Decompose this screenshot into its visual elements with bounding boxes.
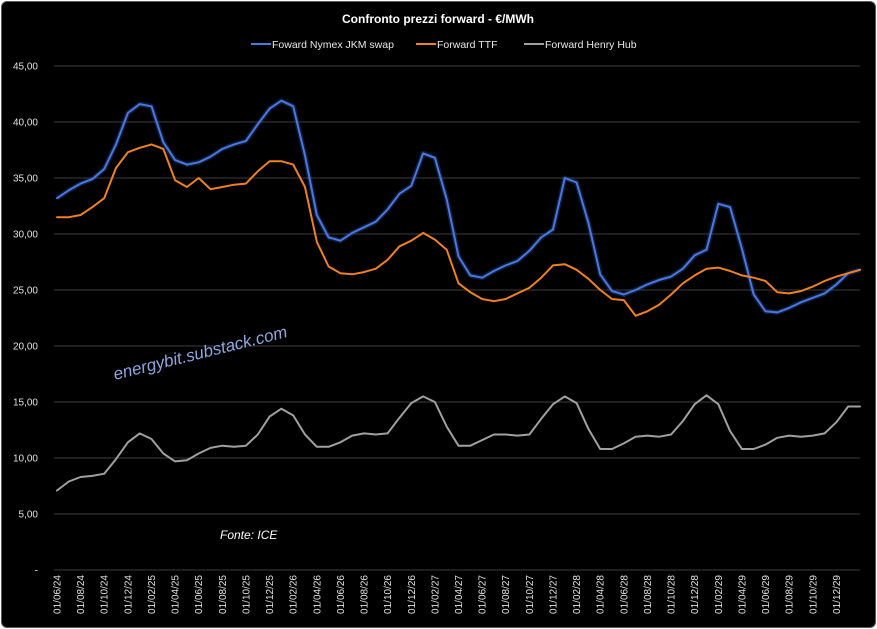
x-tick-label: 01/08/25 <box>218 575 229 614</box>
x-tick-label: 01/08/26 <box>360 575 371 614</box>
x-tick-label: 01/04/26 <box>312 575 323 614</box>
x-axis-ticks: 01/06/24 01/08/24 01/10/24 01/12/24 01/02/25… <box>53 575 843 614</box>
x-tick-label: 01/02/25 <box>147 575 158 614</box>
x-tick-label: 01/08/29 <box>785 575 796 614</box>
x-tick-label: 01/12/28 <box>690 575 701 614</box>
y-tick-label: 40,00 <box>13 118 38 129</box>
legend-label: Forward Henry Hub <box>545 39 637 51</box>
x-tick-label: 01/06/28 <box>619 575 630 614</box>
x-tick-label: 01/12/29 <box>832 575 843 614</box>
x-tick-label: 01/08/24 <box>76 575 87 614</box>
x-tick-label: 01/10/28 <box>667 575 678 614</box>
y-tick-label: 45,00 <box>13 62 38 73</box>
x-tick-label: 01/10/26 <box>383 575 394 614</box>
y-tick-label: - <box>35 566 38 577</box>
y-tick-label: 10,00 <box>13 454 38 465</box>
y-tick-label: 30,00 <box>13 230 38 241</box>
series-line-0 <box>56 99 861 314</box>
x-tick-label: 01/06/29 <box>761 575 772 614</box>
x-tick-label: 01/02/27 <box>430 575 441 614</box>
x-tick-label: 01/04/27 <box>454 575 465 614</box>
x-tick-label: 01/12/25 <box>265 575 276 614</box>
x-tick-label: 01/10/27 <box>525 575 536 614</box>
x-tick-label: 01/02/29 <box>714 575 725 614</box>
y-tick-label: 35,00 <box>13 174 38 185</box>
x-tick-label: 01/12/26 <box>407 575 418 614</box>
x-tick-label: 01/06/25 <box>194 575 205 614</box>
series-lines <box>55 98 861 492</box>
gridlines <box>54 65 860 571</box>
x-tick-label: 01/10/24 <box>100 575 111 614</box>
y-tick-label: 25,00 <box>13 286 38 297</box>
x-tick-label: 01/10/29 <box>808 575 819 614</box>
x-tick-label: 01/06/26 <box>336 575 347 614</box>
series-line-2 <box>56 394 861 492</box>
x-tick-label: 01/04/29 <box>737 575 748 614</box>
x-tick-label: 01/12/27 <box>548 575 559 614</box>
x-tick-label: 01/04/28 <box>596 575 607 614</box>
x-tick-label: 01/10/25 <box>241 575 252 614</box>
x-tick-label: 01/12/24 <box>123 575 134 614</box>
x-tick-label: 01/06/27 <box>478 575 489 614</box>
y-axis-ticks: - 5,00 10,00 15,00 20,00 25,00 30,00 35,00 40,00… <box>13 62 38 577</box>
chart-title: Confronto prezzi forward - €/MWh <box>342 12 534 26</box>
chart-legend: Foward Nymex JKM swap Forward TTF Forward … <box>251 39 637 51</box>
y-tick-label: 20,00 <box>13 342 38 353</box>
x-tick-label: 01/04/25 <box>171 575 182 614</box>
y-tick-label: 5,00 <box>19 510 39 521</box>
x-tick-label: 01/06/24 <box>53 575 64 614</box>
watermark-text: energybit.substack.com <box>111 322 289 384</box>
x-tick-label: 01/08/28 <box>643 575 654 614</box>
x-tick-label: 01/08/27 <box>501 575 512 614</box>
legend-label: Foward Nymex JKM swap <box>272 39 394 51</box>
x-tick-label: 01/02/28 <box>572 575 583 614</box>
x-tick-label: 01/02/26 <box>289 575 300 614</box>
legend-label: Forward TTF <box>437 39 497 51</box>
series-line-1 <box>56 143 861 317</box>
y-tick-label: 15,00 <box>13 398 38 409</box>
source-note: Fonte: ICE <box>220 528 278 542</box>
